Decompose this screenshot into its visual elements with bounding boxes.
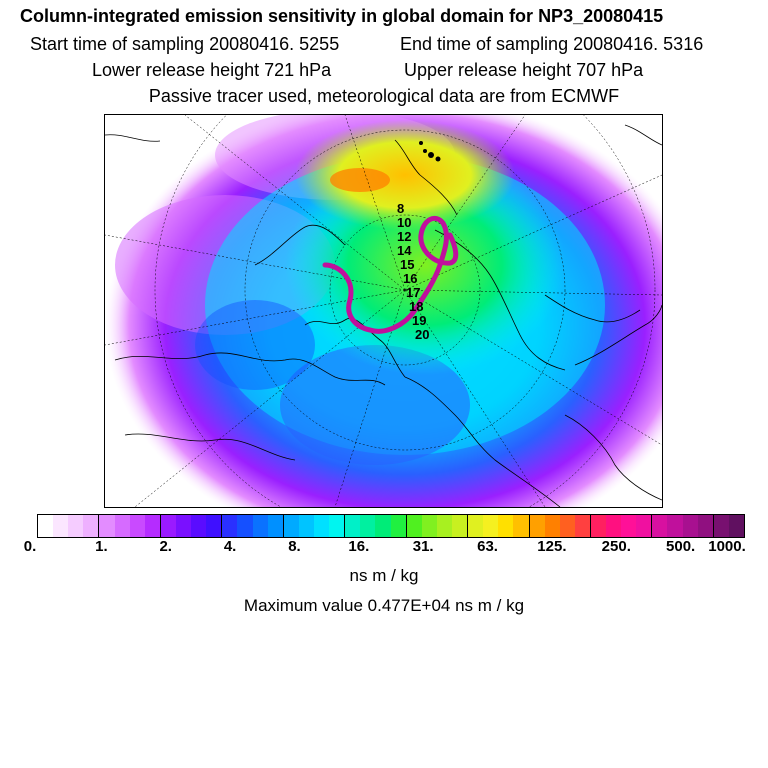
colorbar-cell	[53, 515, 69, 537]
colorbar-cell	[175, 515, 192, 537]
upper-release-label: Upper release height 707 hPa	[404, 60, 644, 80]
colorbar-cell	[712, 515, 729, 537]
trajectory-time-label: 18	[409, 299, 423, 314]
colorbar-cell	[421, 515, 437, 537]
colorbar-cell	[544, 515, 560, 537]
colorbar-cell	[574, 515, 590, 537]
graticule	[105, 115, 662, 507]
colorbar-cell	[83, 515, 99, 537]
colorbar-cell	[159, 515, 176, 537]
colorbar-cell	[282, 515, 299, 537]
colorbar-cell	[498, 515, 514, 537]
colorbar-cell	[606, 515, 622, 537]
colorbar-cell	[329, 515, 345, 537]
colorbar-cell	[114, 515, 130, 537]
colorbar-cell	[38, 515, 54, 537]
colorbar-cell	[221, 515, 238, 537]
colorbar-cell	[344, 515, 361, 537]
colorbar-cell	[728, 515, 745, 537]
colorbar-cell	[589, 515, 607, 537]
colorbar-cell	[191, 515, 207, 537]
colorbar-cell	[636, 515, 652, 537]
colorbar-cell	[528, 515, 545, 537]
colorbar-cell	[405, 515, 422, 537]
field-orange-spot	[330, 168, 390, 192]
end-time-label: End time of sampling 20080416. 5316	[400, 34, 704, 54]
trajectory-time-label: 17	[406, 285, 420, 300]
colorbar-cell	[513, 515, 529, 537]
colorbar-tick-label: 4.	[223, 538, 237, 555]
colorbar-cell	[68, 515, 84, 537]
colorbar-cell	[621, 515, 637, 537]
colorbar-cell	[129, 515, 145, 537]
colorbar-cell	[298, 515, 314, 537]
colorbar-cell	[651, 515, 668, 537]
trajectory-time-label: 8	[397, 201, 404, 216]
colorbar-tick-label: 1.	[95, 538, 108, 555]
coastlines	[105, 124, 662, 507]
colorbar-cell	[375, 515, 391, 537]
colorbar-cell	[467, 515, 484, 537]
map-plot-area: 8 10 12 14 15 16 17 18 19 20	[104, 114, 663, 508]
island-dots	[419, 141, 441, 162]
colorbar-tick-label: 1000.	[708, 538, 746, 555]
trajectory-time-label: 15	[400, 257, 414, 272]
field-blue-southwest	[195, 300, 315, 390]
field-blue-south	[280, 345, 470, 465]
trajectory-path	[322, 215, 459, 334]
colorbar-tick-label: 16.	[348, 538, 370, 555]
colorbar-cell	[206, 515, 222, 537]
colorbar-tick-label: 63.	[477, 538, 498, 555]
colorbar-cell	[390, 515, 406, 537]
trajectory-time-label: 20	[415, 327, 429, 342]
trajectory-time-label: 12	[397, 229, 411, 244]
colorbar-cell	[267, 515, 283, 537]
colorbar	[37, 514, 745, 538]
colorbar-cell	[360, 515, 376, 537]
colorbar-cell	[252, 515, 268, 537]
trajectory-time-label: 14	[397, 243, 412, 258]
colorbar-cell	[237, 515, 253, 537]
colorbar-tick-label: 2.	[159, 538, 172, 555]
colorbar-cell	[144, 515, 160, 537]
trajectory-time-label: 16	[403, 271, 417, 286]
colorbar-cell	[682, 515, 698, 537]
lower-release-label: Lower release height 721 hPa	[92, 60, 332, 80]
colorbar-cell	[559, 515, 575, 537]
colorbar-tick-label: 250.	[601, 538, 631, 555]
colorbar-cell	[667, 515, 683, 537]
colorbar-tick-label: 31.	[412, 538, 434, 555]
trajectory-time-label: 19	[412, 313, 426, 328]
start-time-label: Start time of sampling 20080416. 5255	[30, 34, 340, 54]
colorbar-cell	[697, 515, 713, 537]
colorbar-cell	[483, 515, 499, 537]
colorbar-tick-label: 0.	[23, 538, 37, 555]
colorbar-cell	[451, 515, 468, 537]
colorbar-cell	[98, 515, 115, 537]
chart-title: Column-integrated emission sensitivity i…	[20, 6, 664, 26]
colorbar-tick-label: 500.	[666, 538, 696, 555]
trajectory-time-label: 10	[397, 215, 411, 230]
colorbar-unit-label: ns m / kg	[349, 566, 419, 585]
colorbar-tick-label: 125.	[537, 538, 567, 555]
colorbar-tick-label: 8.	[288, 538, 301, 555]
field-yellow-north	[295, 120, 515, 230]
colorbar-cell	[313, 515, 330, 537]
maximum-value-label: Maximum value 0.477E+04 ns m / kg	[243, 596, 525, 615]
colorbar-cell	[436, 515, 452, 537]
tracer-note: Passive tracer used, meteorological data…	[148, 86, 620, 106]
